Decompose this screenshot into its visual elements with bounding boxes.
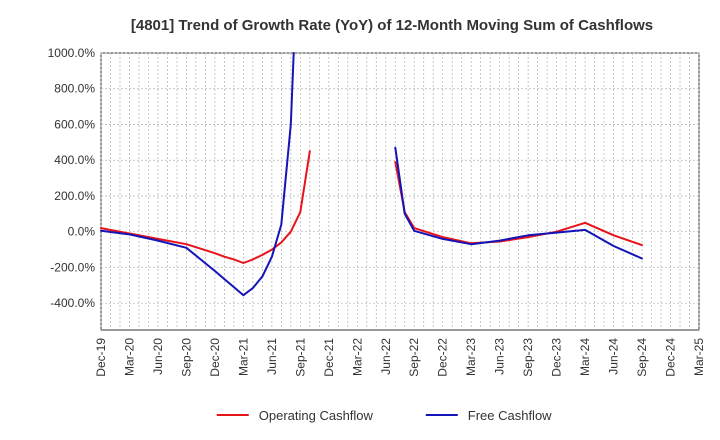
y-tick-label: 200.0% bbox=[54, 189, 95, 203]
y-tick-label: 1000.0% bbox=[48, 46, 96, 60]
x-tick-label: Dec-24 bbox=[664, 338, 678, 377]
x-tick-label: Jun-22 bbox=[379, 338, 393, 375]
y-tick-label: 0.0% bbox=[68, 225, 96, 239]
x-tick-label: Dec-23 bbox=[550, 338, 564, 377]
x-tick-label: Sep-22 bbox=[407, 338, 421, 377]
y-tick-label: 800.0% bbox=[54, 82, 95, 96]
x-tick-label: Sep-24 bbox=[635, 338, 649, 377]
x-tick-label: Jun-23 bbox=[493, 338, 507, 375]
x-tick-label: Dec-19 bbox=[94, 338, 108, 377]
x-tick-label: Mar-23 bbox=[464, 338, 478, 376]
series-line bbox=[394, 146, 643, 260]
x-tick-label: Mar-20 bbox=[122, 338, 136, 376]
legend-label: Operating Cashflow bbox=[259, 408, 374, 423]
legend-label: Free Cashflow bbox=[468, 408, 552, 423]
x-tick-label: Mar-25 bbox=[692, 338, 706, 376]
x-tick-label: Jun-20 bbox=[151, 338, 165, 375]
x-tick-label: Sep-21 bbox=[293, 338, 307, 377]
y-axis: 1000.0% 800.0% 600.0% 400.0% 200.0% 0.0% -200.… bbox=[48, 46, 96, 310]
x-tick-label: Mar-22 bbox=[350, 338, 364, 376]
legend: Operating Cashflow Free Cashflow bbox=[216, 408, 552, 423]
x-tick-label: Mar-24 bbox=[578, 338, 592, 376]
x-tick-label: Dec-20 bbox=[208, 338, 222, 377]
y-tick-label: 600.0% bbox=[54, 117, 95, 131]
x-tick-label: Sep-23 bbox=[521, 338, 535, 377]
x-tick-label: Mar-21 bbox=[236, 338, 250, 376]
x-tick-label: Jun-24 bbox=[607, 338, 621, 375]
series-line bbox=[100, 150, 311, 264]
x-tick-label: Sep-20 bbox=[179, 338, 193, 377]
y-tick-label: 400.0% bbox=[54, 153, 95, 167]
plot-border bbox=[100, 52, 700, 331]
chart-title: [4801] Trend of Growth Rate (YoY) of 12-… bbox=[131, 17, 653, 34]
x-tick-label: Dec-22 bbox=[436, 338, 450, 377]
y-tick-label: -200.0% bbox=[50, 260, 95, 274]
series-lines bbox=[100, 52, 643, 297]
x-axis: Dec-19 Mar-20 Jun-20 Sep-20 Dec-20 Mar-21 Jun-… bbox=[94, 338, 706, 377]
y-tick-label: -400.0% bbox=[50, 296, 95, 310]
series-line bbox=[100, 52, 295, 297]
x-tick-label: Jun-21 bbox=[265, 338, 279, 375]
x-tick-label: Dec-21 bbox=[322, 338, 336, 377]
